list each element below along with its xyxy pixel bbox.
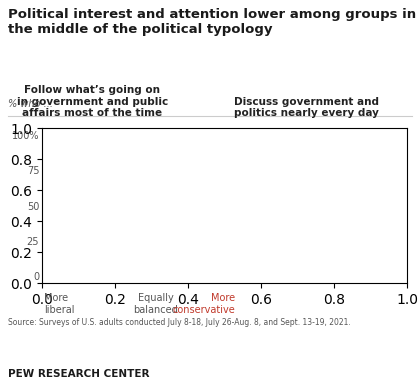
- Text: Follow what’s going on
in government and public
affairs most of the time: Follow what’s going on in government and…: [17, 85, 168, 118]
- Text: Source: Surveys of U.S. adults conducted July 8-18, July 26-Aug. 8, and Sept. 13: Source: Surveys of U.S. adults conducted…: [8, 318, 351, 327]
- Text: Faith and Flag
Conservatives: Faith and Flag Conservatives: [185, 177, 249, 196]
- Point: [349, 248, 356, 254]
- Text: More
conservative: More conservative: [173, 293, 235, 315]
- Text: Equally
balanced: Equally balanced: [133, 293, 178, 315]
- Point: [297, 263, 304, 269]
- Point: [100, 214, 106, 220]
- Text: Discuss government and
politics nearly every day: Discuss government and politics nearly e…: [234, 97, 379, 118]
- Point: [176, 196, 182, 202]
- Point: [188, 227, 194, 233]
- Text: Political interest and attention lower among groups in
the middle of the politic: Political interest and attention lower a…: [8, 8, 417, 36]
- Text: Outsider
Left: Outsider Left: [65, 223, 104, 242]
- Text: More
liberal: More liberal: [44, 293, 75, 315]
- Point: [155, 245, 161, 251]
- Text: Progressive Left: Progressive Left: [75, 190, 154, 211]
- Text: Populist Right: Populist Right: [197, 231, 260, 240]
- Point: [130, 224, 137, 230]
- Point: [221, 242, 228, 248]
- Point: [349, 251, 356, 257]
- Point: [258, 253, 265, 260]
- Point: [246, 249, 252, 255]
- Text: Committed Conservatives: Committed Conservatives: [197, 210, 315, 218]
- Point: [188, 217, 194, 223]
- Point: [84, 243, 91, 249]
- Point: [358, 238, 365, 244]
- Text: % who ...: % who ...: [8, 99, 53, 109]
- Text: Democratic
Mainstays: Democratic Mainstays: [141, 228, 193, 248]
- Point: [136, 248, 143, 254]
- Text: Establishment
Liberal: Establishment Liberal: [105, 180, 175, 215]
- Point: [236, 256, 243, 262]
- Text: PEW RESEARCH CENTER: PEW RESEARCH CENTER: [8, 369, 150, 379]
- Text: Stressed
Sideliners: Stressed Sideliners: [114, 252, 159, 272]
- Point: [69, 210, 76, 216]
- Point: [310, 260, 316, 267]
- Text: Ambivalent
Right: Ambivalent Right: [165, 227, 217, 246]
